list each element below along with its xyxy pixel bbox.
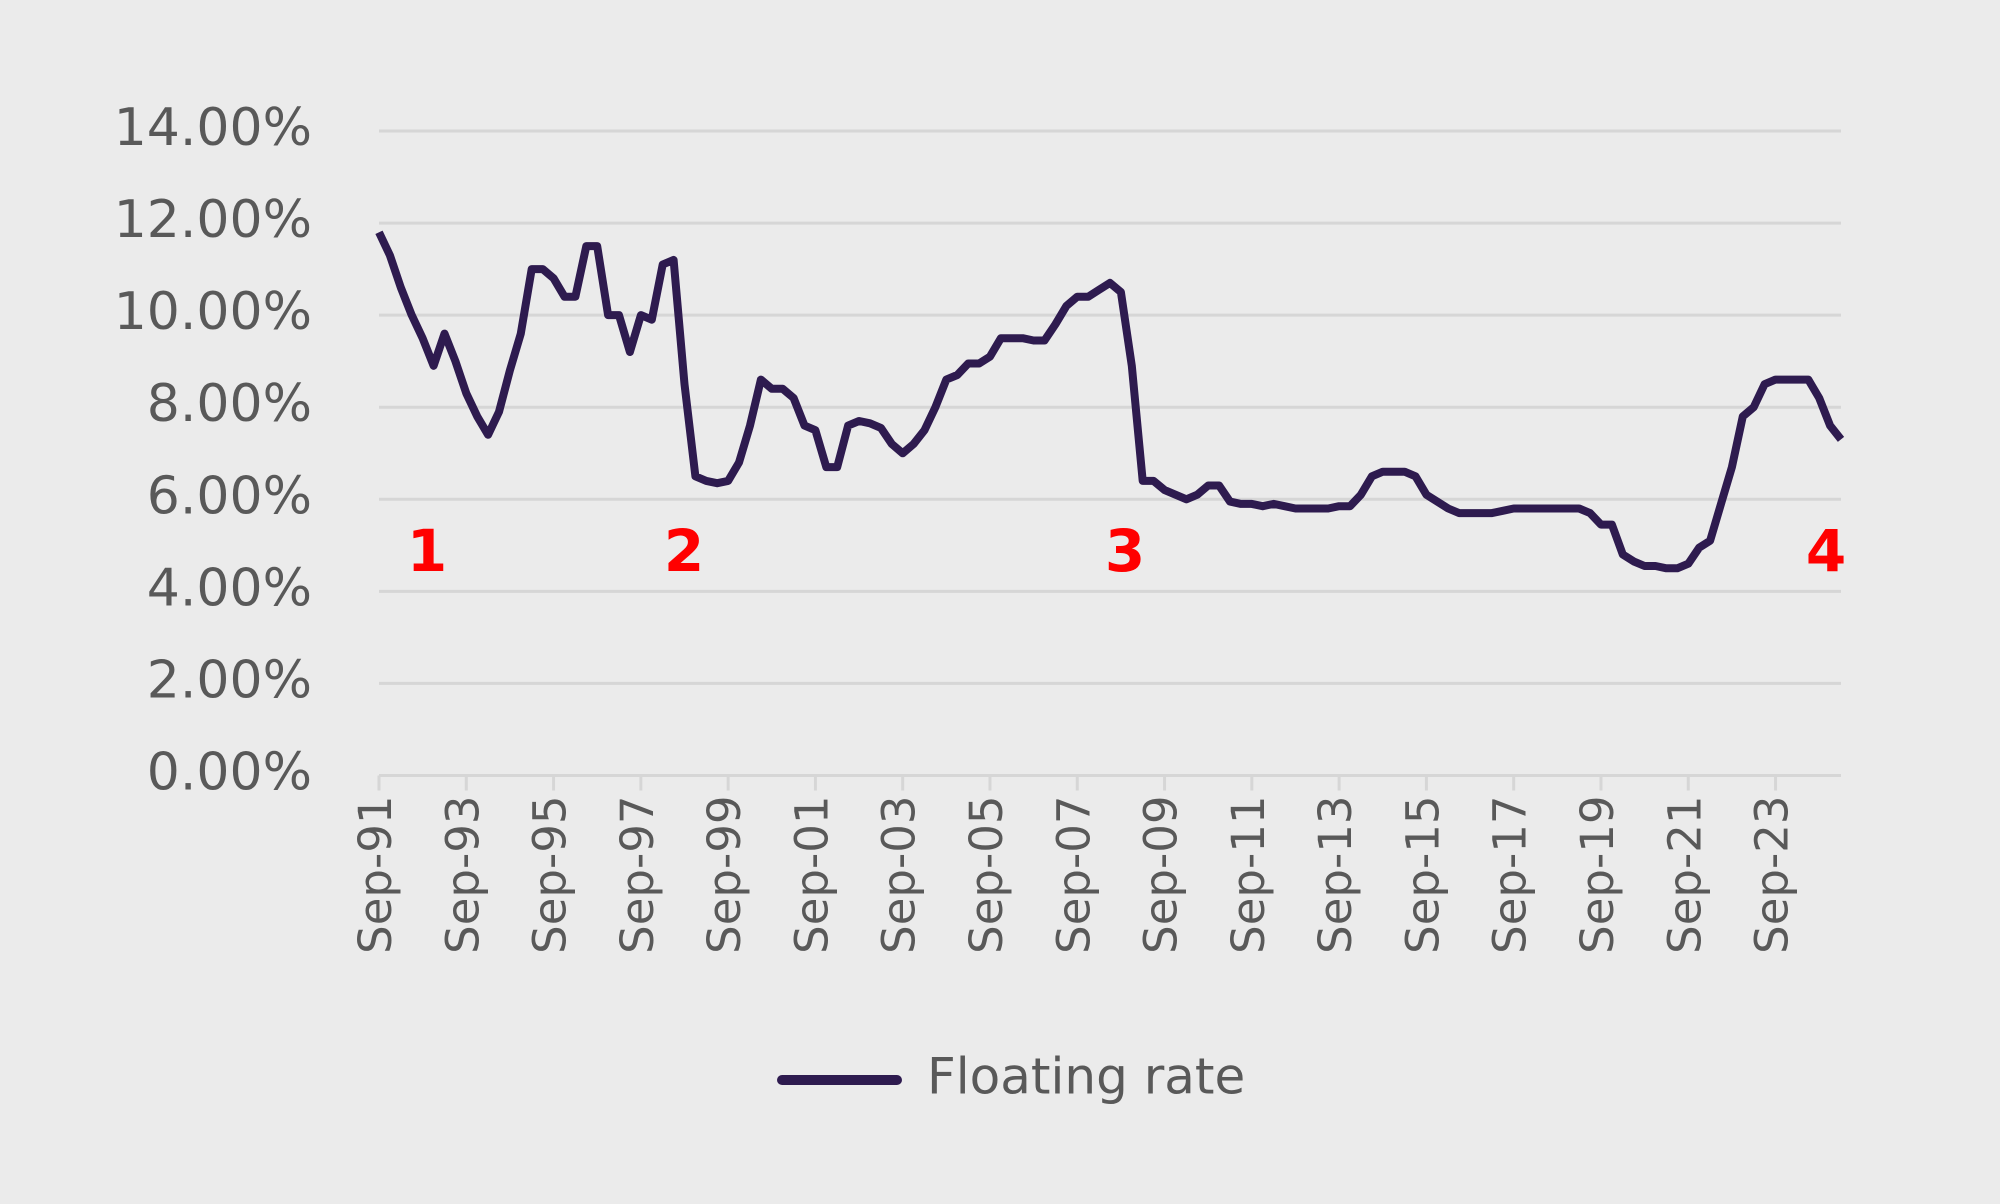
series-line — [375, 230, 1845, 573]
y-tick-label: 0.00% — [147, 743, 312, 803]
y-tick-label: 14.00% — [114, 98, 312, 158]
x-tick-label: Sep-91 — [349, 796, 402, 954]
annotation: 2 — [664, 517, 704, 585]
x-tick-label: Sep-19 — [1571, 796, 1624, 954]
y-tick-label: 6.00% — [147, 466, 312, 526]
legend-label: Floating rate — [927, 1048, 1245, 1106]
x-tick-label: Sep-23 — [1746, 796, 1799, 954]
y-tick-label: 2.00% — [147, 650, 312, 710]
y-tick-label: 12.00% — [114, 190, 312, 250]
x-tick-label: Sep-03 — [873, 795, 926, 953]
x-tick-label: Sep-17 — [1484, 796, 1537, 954]
y-tick-label: 8.00% — [147, 374, 312, 434]
x-tick-label: Sep-93 — [436, 796, 489, 954]
annotation: 4 — [1806, 517, 1846, 585]
annotation: 3 — [1105, 517, 1145, 585]
x-tick-label: Sep-01 — [785, 796, 838, 954]
x-tick-label: Sep-21 — [1658, 796, 1711, 954]
x-tick-label: Sep-07 — [1047, 796, 1100, 954]
x-tick-label: Sep-13 — [1309, 796, 1362, 954]
x-tick-label: Sep-97 — [611, 796, 664, 954]
annotation: 1 — [407, 517, 447, 585]
y-tick-label: 4.00% — [147, 558, 312, 618]
x-tick-label: Sep-99 — [698, 796, 751, 954]
y-tick-label: 10.00% — [114, 282, 312, 342]
x-tick-label: Sep-05 — [960, 796, 1013, 954]
x-tick-label: Sep-09 — [1135, 796, 1188, 954]
x-tick-label: Sep-95 — [524, 796, 577, 954]
x-tick-label: Sep-11 — [1222, 796, 1275, 954]
x-tick-label: Sep-15 — [1396, 796, 1449, 954]
